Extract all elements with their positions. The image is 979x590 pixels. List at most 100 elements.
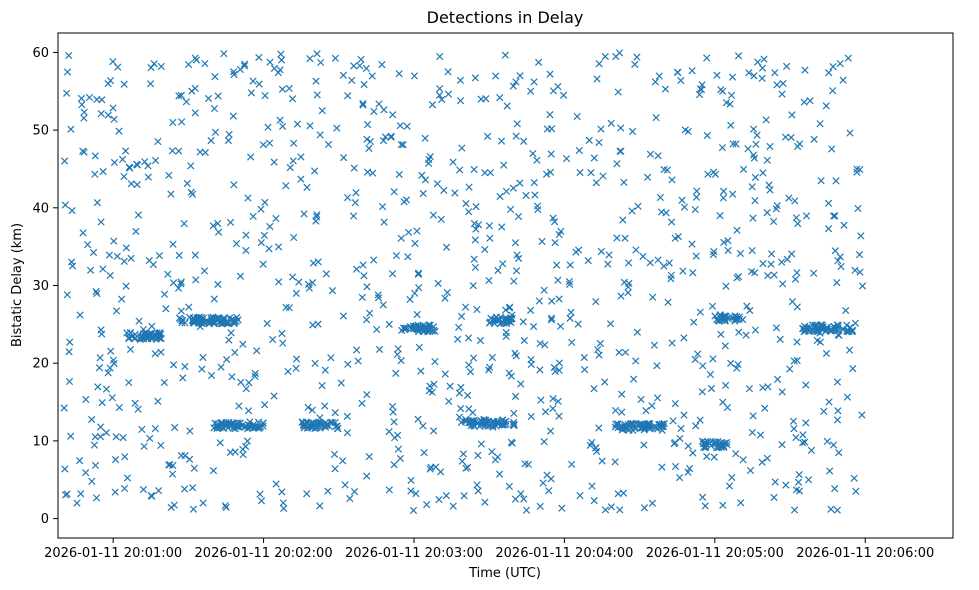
data-point (228, 373, 236, 381)
data-point (348, 76, 356, 84)
data-point (510, 409, 518, 418)
data-point (92, 287, 100, 296)
data-point (829, 62, 837, 71)
data-point (795, 470, 803, 479)
data-point (829, 212, 838, 220)
data-point (656, 193, 665, 202)
data-point (82, 468, 90, 477)
data-point (106, 271, 114, 280)
data-point (778, 441, 786, 449)
data-point (327, 354, 335, 362)
data-point (833, 378, 842, 386)
data-point (618, 390, 626, 398)
data-point (858, 411, 866, 419)
data-point (350, 62, 358, 70)
data-point (435, 496, 443, 504)
data-point (209, 222, 217, 230)
data-point (68, 258, 76, 266)
data-point (543, 125, 552, 133)
data-point (710, 453, 718, 461)
data-point (535, 58, 543, 67)
data-point (151, 424, 159, 433)
data-point (542, 170, 551, 178)
data-point (614, 490, 622, 498)
data-point (536, 339, 544, 348)
data-point (535, 297, 543, 305)
data-point (853, 168, 861, 176)
data-point (312, 77, 320, 85)
data-point (676, 434, 684, 443)
data-point (810, 269, 818, 277)
y-tick-label: 20 (32, 357, 49, 372)
data-point (243, 437, 252, 445)
data-point (786, 365, 794, 373)
data-point (324, 487, 332, 495)
data-point (140, 335, 148, 343)
data-point (804, 476, 813, 484)
data-point (403, 122, 411, 130)
data-point (378, 60, 386, 69)
data-point (551, 238, 559, 247)
data-point (850, 474, 858, 482)
data-point (721, 317, 729, 325)
data-point (379, 136, 388, 145)
data-point (167, 190, 175, 198)
data-point (154, 487, 163, 495)
data-point (90, 441, 99, 449)
data-point (318, 382, 326, 390)
data-point (823, 437, 831, 446)
data-point (385, 320, 393, 328)
data-point (409, 506, 418, 515)
data-point (92, 494, 101, 502)
data-point (800, 322, 809, 330)
data-point (304, 403, 312, 411)
data-point (97, 218, 105, 226)
data-point (184, 60, 193, 69)
data-point (849, 364, 857, 373)
data-point (761, 404, 769, 412)
data-point (533, 156, 541, 164)
data-point (295, 278, 303, 286)
data-point (289, 157, 297, 165)
data-point (851, 266, 859, 274)
data-point (358, 399, 366, 407)
data-point (825, 398, 833, 406)
data-point (496, 192, 504, 201)
data-point (555, 366, 563, 374)
data-point (846, 323, 854, 331)
data-point (633, 53, 641, 61)
data-point (767, 260, 775, 268)
data-point (722, 99, 731, 107)
data-point (362, 316, 371, 324)
data-point (694, 350, 702, 358)
data-point (446, 382, 454, 390)
data-point (781, 133, 790, 141)
data-point (772, 324, 781, 332)
data-point (857, 232, 865, 240)
data-point (513, 120, 521, 128)
data-point (356, 62, 364, 70)
data-point (772, 205, 780, 213)
data-point (671, 462, 680, 471)
data-point (363, 472, 371, 480)
data-point (559, 91, 568, 99)
data-point (650, 341, 658, 349)
data-point (826, 467, 834, 475)
data-point (396, 454, 405, 463)
data-point (624, 259, 633, 267)
data-point (358, 293, 366, 302)
data-point (555, 359, 564, 367)
data-point (466, 368, 475, 376)
data-point (689, 269, 697, 277)
data-point (304, 419, 312, 427)
data-point (770, 271, 778, 279)
data-point (844, 54, 852, 62)
data-point (588, 438, 596, 447)
data-point (282, 303, 290, 312)
data-point (154, 137, 162, 146)
data-point (595, 351, 603, 359)
data-point (519, 318, 527, 326)
data-point (703, 131, 711, 140)
data-point (802, 381, 810, 389)
data-point (311, 359, 319, 367)
